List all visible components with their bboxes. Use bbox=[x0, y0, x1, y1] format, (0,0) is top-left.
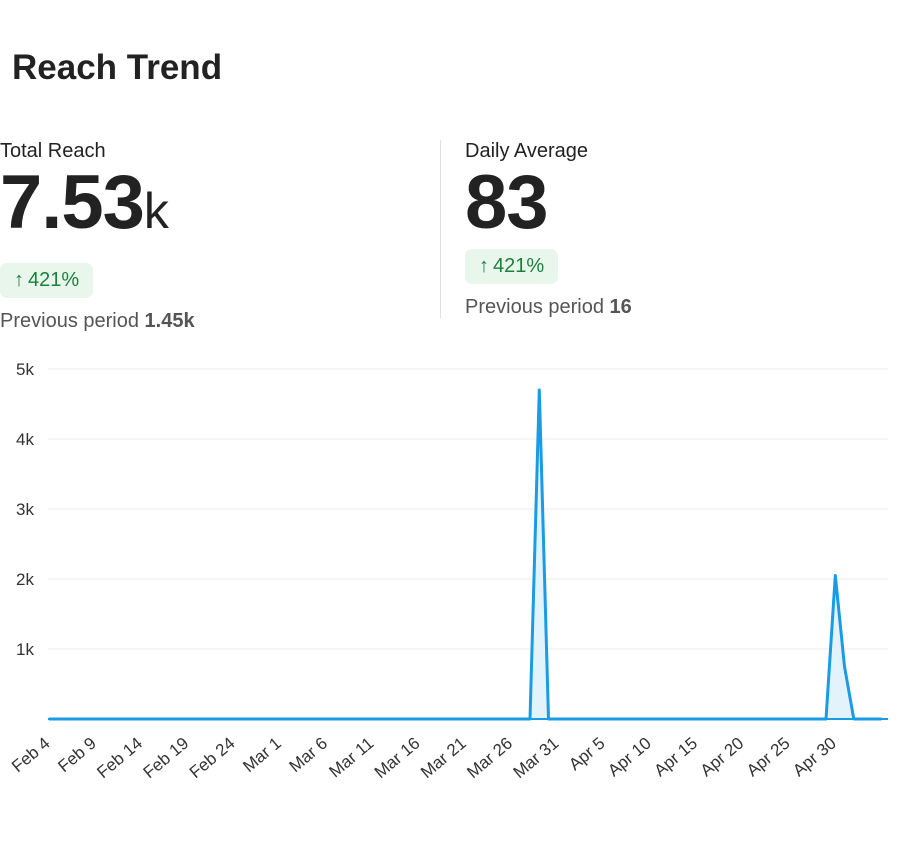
total-reach-label: Total Reach bbox=[0, 140, 106, 162]
x-tick-label: Mar 21 bbox=[417, 734, 470, 783]
daily-average-previous: Previous period 16 bbox=[465, 296, 632, 319]
total-reach-prev-label: Previous period bbox=[0, 310, 139, 332]
x-tick-label: Apr 15 bbox=[650, 734, 701, 781]
x-tick-label: Feb 19 bbox=[140, 734, 193, 783]
x-tick-label: Apr 20 bbox=[697, 734, 748, 781]
y-tick-label: 5k bbox=[16, 360, 34, 379]
y-tick-label: 3k bbox=[16, 500, 34, 519]
y-tick-label: 1k bbox=[16, 640, 34, 659]
x-tick-label: Mar 16 bbox=[371, 734, 424, 783]
x-tick-label: Mar 31 bbox=[510, 734, 563, 783]
x-tick-label: Feb 14 bbox=[93, 734, 146, 783]
daily-average-label: Daily Average bbox=[465, 140, 589, 162]
total-reach-card: Total Reach 7.53k ↑ 421% Previous period … bbox=[0, 140, 195, 333]
total-reach-change-badge: ↑ 421% bbox=[0, 263, 94, 298]
page-title: Reach Trend bbox=[12, 48, 223, 87]
stat-divider bbox=[440, 140, 441, 318]
y-tick-label: 4k bbox=[16, 430, 34, 449]
x-tick-label: Apr 25 bbox=[743, 734, 794, 781]
x-tick-label: Feb 4 bbox=[8, 734, 54, 777]
arrow-up-icon: ↑ bbox=[479, 255, 489, 277]
x-tick-label: Apr 10 bbox=[604, 734, 655, 781]
daily-average-change-badge: ↑ 421% bbox=[465, 249, 559, 284]
x-tick-label: Mar 1 bbox=[239, 734, 285, 776]
daily-average-card: Daily Average 83 ↑ 421% Previous period 1… bbox=[465, 140, 632, 319]
daily-average-prev-label: Previous period bbox=[465, 296, 604, 318]
x-tick-label: Mar 26 bbox=[463, 734, 516, 783]
y-tick-label: 2k bbox=[16, 570, 34, 589]
total-reach-value: 7.53k bbox=[0, 165, 195, 249]
x-tick-label: Apr 5 bbox=[565, 734, 608, 775]
total-reach-change: 421% bbox=[28, 269, 80, 291]
x-tick-label: Feb 9 bbox=[54, 734, 100, 777]
total-reach-previous: Previous period 1.45k bbox=[0, 310, 195, 333]
x-tick-label: Mar 11 bbox=[326, 734, 378, 782]
arrow-up-icon: ↑ bbox=[14, 269, 24, 291]
daily-average-prev-value: 16 bbox=[609, 296, 632, 318]
x-tick-label: Apr 30 bbox=[789, 734, 840, 781]
total-reach-unit: k bbox=[143, 183, 169, 239]
total-reach-number: 7.53 bbox=[0, 160, 145, 245]
x-tick-label: Mar 6 bbox=[286, 734, 332, 776]
total-reach-prev-value: 1.45k bbox=[144, 310, 195, 332]
x-tick-label: Feb 24 bbox=[186, 734, 239, 783]
daily-average-change: 421% bbox=[493, 255, 545, 277]
daily-average-value: 83 bbox=[465, 160, 549, 245]
